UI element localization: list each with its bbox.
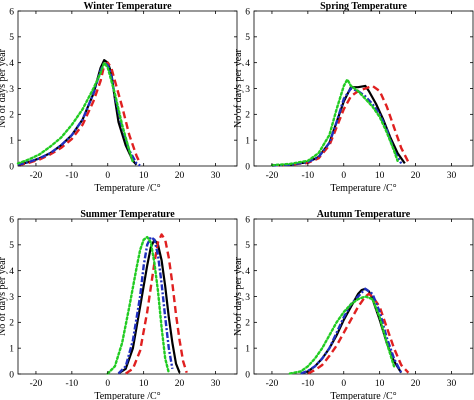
y-axis-label: No of days per year — [0, 256, 8, 336]
series-line-dashed — [271, 84, 410, 167]
chart-title: Winter Temperature — [83, 1, 172, 12]
plot-area — [17, 10, 238, 167]
x-axis-label: Temperature /C° — [94, 183, 160, 194]
y-tick-label: 1 — [245, 344, 250, 354]
y-tick-label: 3 — [9, 293, 14, 303]
x-tick-label: -10 — [302, 171, 315, 181]
y-tick-label: 4 — [9, 267, 14, 277]
x-tick-label: -10 — [66, 171, 79, 181]
x-tick-label: 0 — [341, 379, 346, 389]
y-tick-label: 1 — [245, 136, 250, 146]
chart-panel-1: -20 -10 0 10 20 30 0 1 2 3 4 5 6 Winter Temperature Te… — [0, 1, 238, 194]
chart-panel-3: -20 -10 0 10 20 30 0 1 2 3 4 5 6 Summer Temperature Te… — [0, 209, 238, 400]
series-line-dashed — [125, 233, 188, 375]
y-tick-label: 2 — [245, 319, 250, 329]
y-tick-label: 2 — [245, 111, 250, 121]
y-tick-label: 1 — [9, 344, 14, 354]
y-tick-label: 0 — [245, 162, 250, 172]
chart-title: Autumn Temperature — [317, 209, 411, 220]
y-tick-label: 4 — [9, 59, 14, 69]
y-tick-label: 2 — [9, 319, 14, 329]
series-line-dashdot — [271, 87, 403, 167]
x-tick-label: 0 — [105, 171, 110, 181]
chart-panel-2: -20 -10 0 10 20 30 0 1 2 3 4 5 6 Spring Temperature Te… — [233, 1, 474, 194]
x-tick-label: 10 — [139, 171, 149, 181]
x-tick-label: 20 — [411, 171, 421, 181]
x-tick-label: 20 — [411, 379, 421, 389]
y-tick-label: 6 — [9, 7, 14, 17]
y-axis-label: No of days per year — [0, 48, 8, 128]
x-tick-label: -20 — [30, 379, 43, 389]
series-line-dashdot — [117, 235, 174, 375]
x-tick-label: -10 — [302, 379, 315, 389]
y-tick-label: 6 — [245, 7, 250, 17]
x-tick-label: -20 — [30, 171, 43, 181]
y-tick-label: 0 — [245, 370, 250, 380]
chart-title: Spring Temperature — [320, 1, 407, 12]
y-tick-label: 6 — [9, 215, 14, 225]
y-tick-label: 6 — [245, 215, 250, 225]
x-tick-label: 30 — [211, 171, 221, 181]
series-line-dotted — [288, 295, 396, 375]
series-line-dashed — [17, 61, 142, 167]
x-tick-label: 20 — [175, 171, 185, 181]
y-tick-label: 4 — [245, 267, 250, 277]
y-axis-label: No of days per year — [233, 256, 244, 336]
y-tick-label: 2 — [9, 111, 14, 121]
plot-area — [17, 218, 238, 375]
y-tick-label: 5 — [245, 241, 250, 251]
x-tick-label: 10 — [375, 379, 385, 389]
chart-title: Summer Temperature — [80, 209, 175, 220]
x-tick-label: 30 — [211, 379, 221, 389]
x-tick-label: 20 — [175, 379, 185, 389]
x-tick-label: 30 — [447, 171, 457, 181]
x-tick-label: 10 — [375, 171, 385, 181]
y-tick-label: 5 — [245, 33, 250, 43]
x-axis-label: Temperature /C° — [330, 183, 396, 194]
x-tick-label: 0 — [341, 171, 346, 181]
series-line-dotted — [16, 61, 135, 165]
y-tick-label: 3 — [9, 85, 14, 95]
y-tick-label: 0 — [9, 162, 14, 172]
x-tick-label: 10 — [139, 379, 149, 389]
x-tick-label: -20 — [266, 171, 279, 181]
x-axis-label: Temperature /C° — [94, 391, 160, 400]
chart-panel-4: -20 -10 0 10 20 30 0 1 2 3 4 5 6 Autumn Temperature Te… — [233, 209, 474, 400]
y-tick-label: 5 — [9, 33, 14, 43]
x-tick-label: -20 — [266, 379, 279, 389]
x-tick-label: 0 — [105, 379, 110, 389]
y-tick-label: 1 — [9, 136, 14, 146]
series-line-dotted — [106, 235, 170, 375]
y-tick-label: 0 — [9, 370, 14, 380]
y-tick-label: 3 — [245, 85, 250, 95]
series-line-dotted — [270, 78, 399, 167]
x-tick-label: -10 — [66, 379, 79, 389]
y-tick-label: 5 — [9, 241, 14, 251]
y-tick-label: 3 — [245, 293, 250, 303]
y-tick-label: 4 — [245, 59, 250, 69]
x-tick-label: 30 — [447, 379, 457, 389]
x-axis-label: Temperature /C° — [330, 391, 396, 400]
y-axis-label: No of days per year — [233, 48, 244, 128]
series-line-dashed — [307, 292, 410, 375]
